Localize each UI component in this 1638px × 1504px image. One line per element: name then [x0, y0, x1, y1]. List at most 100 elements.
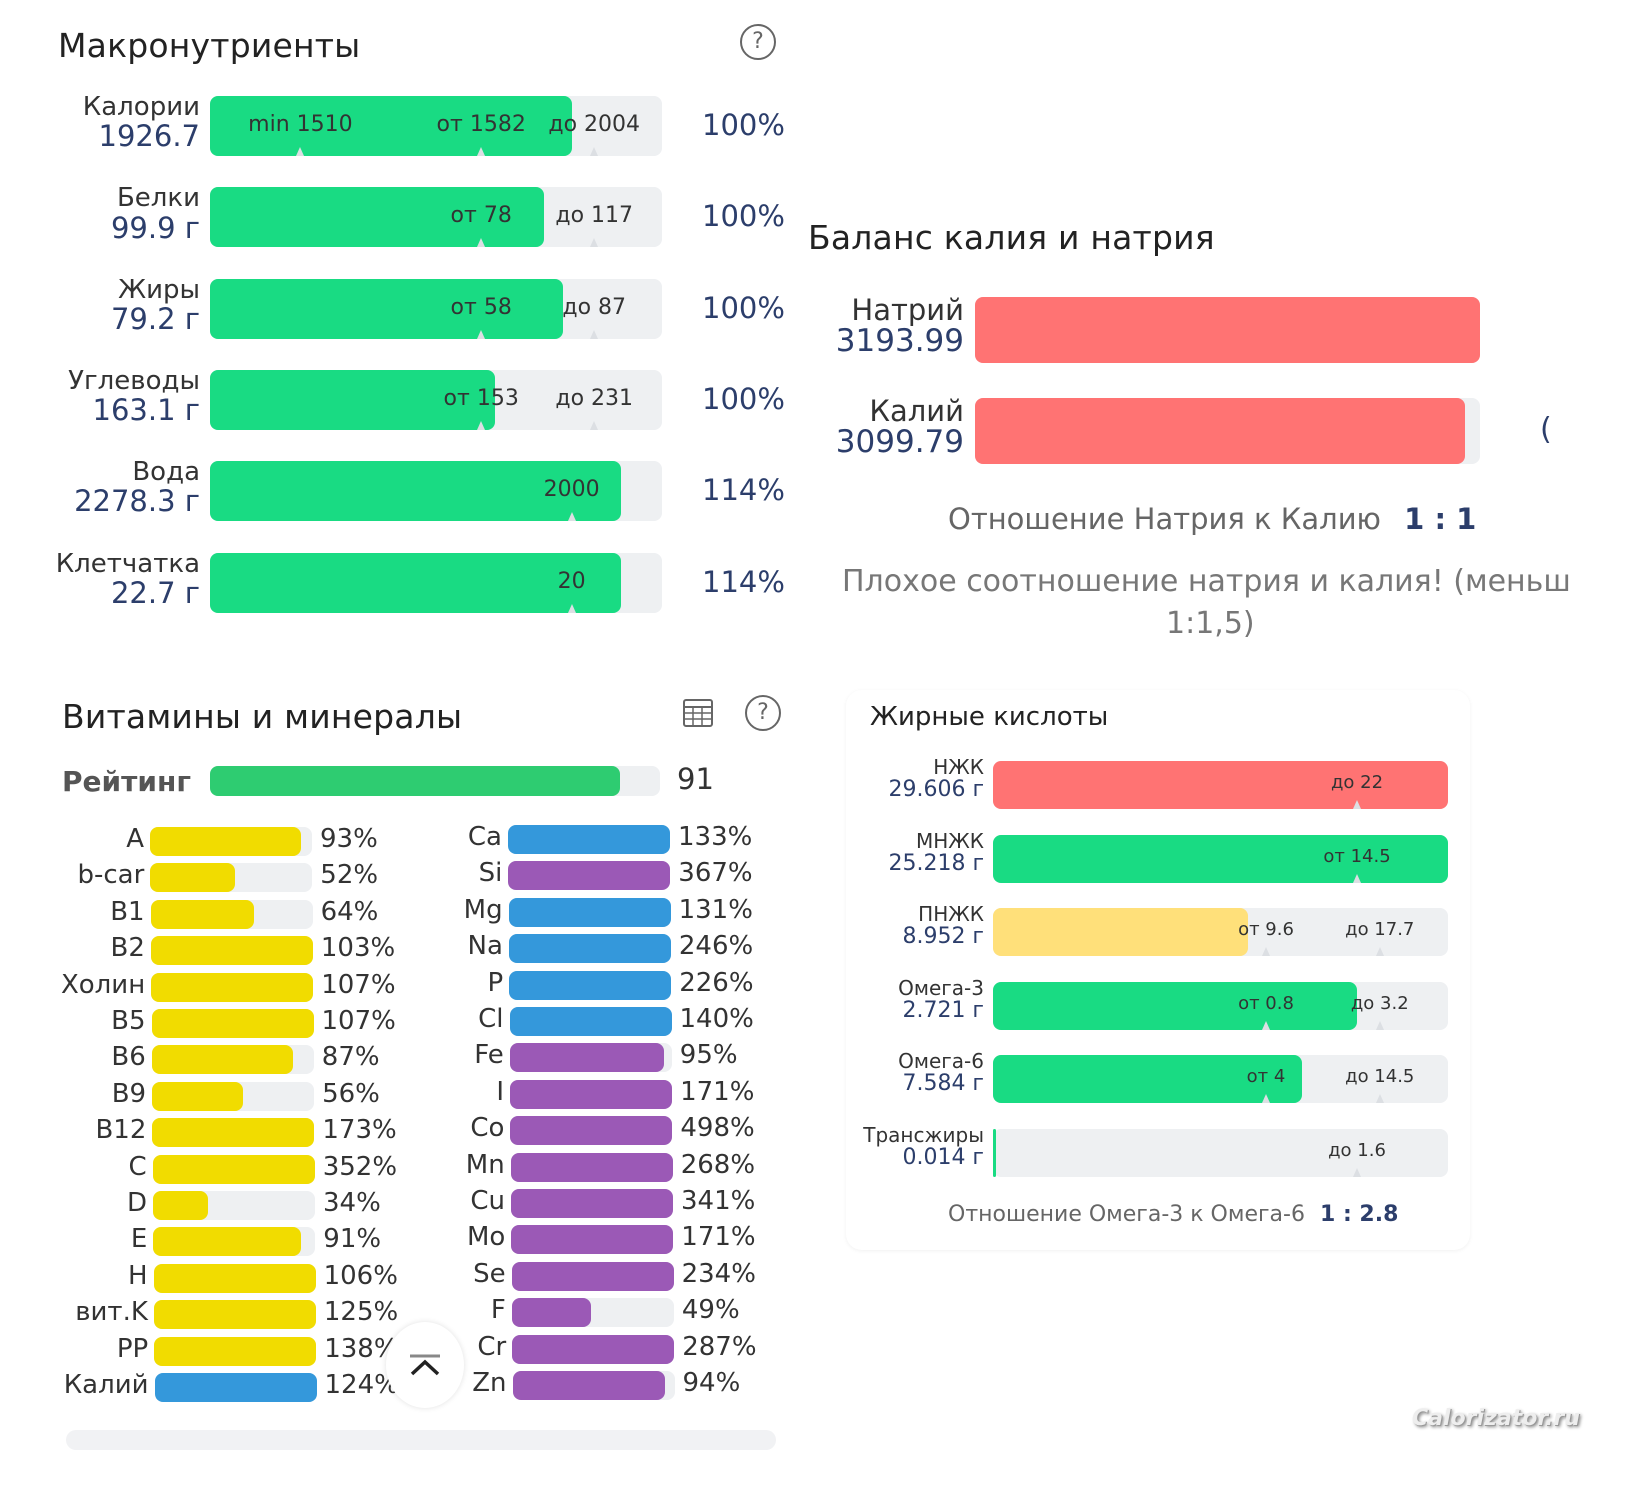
- vm-name: F: [490, 1295, 506, 1326]
- balance-bar-fill: [975, 398, 1465, 464]
- macro-marker-label: от 1582: [436, 112, 526, 137]
- macro-marker-tick: [590, 329, 599, 339]
- vm-name: B9: [111, 1078, 147, 1109]
- vm-percent: 173%: [322, 1115, 397, 1146]
- vm-name: вит.K: [75, 1297, 148, 1328]
- vm-bar-track: [151, 1045, 314, 1075]
- vm-name: Ca: [467, 822, 502, 852]
- fatty-acid-marker-tick: [1353, 1167, 1361, 1177]
- macro-label: Жиры 79.2 г: [40, 276, 200, 335]
- fatty-acid-name: Омега-6: [898, 1049, 984, 1073]
- balance-bar-track: [975, 297, 1480, 363]
- macro-bar-fill: [210, 461, 622, 522]
- macro-bar-fill: [210, 278, 563, 339]
- vm-bar-track: [150, 827, 312, 856]
- fatty-acid-marker-label: до 22: [1330, 772, 1384, 793]
- vm-percent: 107%: [321, 969, 396, 1000]
- vm-percent: 341%: [681, 1186, 756, 1216]
- balance-name: Натрий: [851, 293, 964, 327]
- fatty-acid-label: Омега-3 2.721 г: [850, 977, 984, 1022]
- vm-bar-fill: [150, 827, 301, 856]
- macro-marker-label: от 78: [450, 203, 512, 229]
- scroll-to-top-button[interactable]: [386, 1322, 464, 1408]
- macro-bar-fill: [210, 552, 622, 613]
- fatty-acid-bar-track: от 0.8 до 3.2: [993, 981, 1448, 1030]
- fatty-acid-name: ПНЖК: [918, 902, 984, 926]
- fatty-acid-marker-label: от 14.5: [1323, 845, 1391, 867]
- macro-bar-fill: [210, 187, 545, 248]
- vm-bar-fill: [509, 1007, 672, 1036]
- vm-percent: 125%: [323, 1297, 399, 1328]
- vm-name: Se: [473, 1258, 506, 1289]
- balance-bar-track: [975, 398, 1480, 464]
- fatty-acid-bar-fill: [993, 1128, 996, 1177]
- fatty-acid-label: Трансжиры 0.014 г: [850, 1122, 984, 1169]
- vm-bar-fill: [150, 936, 313, 966]
- fatty-acid-name: НЖК: [933, 755, 984, 779]
- vm-bar-track: [154, 1336, 317, 1366]
- fatty-acid-label: ПНЖК 8.952 г: [850, 902, 984, 949]
- vm-bar-track: [512, 1334, 675, 1364]
- macro-label: Калории 1926.7: [40, 93, 200, 152]
- vm-bar-fill: [511, 1298, 592, 1328]
- balance-value: 3099.79: [835, 424, 964, 461]
- macro-label: Белки 99.9 г: [40, 184, 200, 243]
- macro-marker-label: до 2004: [548, 112, 641, 137]
- balance-warning-line1: Плохое соотношение натрия и калия! (мень…: [842, 564, 1571, 599]
- macro-name: Углеводы: [68, 365, 200, 396]
- vm-name: H: [128, 1260, 148, 1291]
- fatty-acid-value: 8.952 г: [902, 924, 984, 949]
- balance-ratio-value: 1 : 1: [1404, 502, 1477, 536]
- vm-bar-fill: [511, 1189, 673, 1218]
- vm-percent: 133%: [678, 822, 753, 852]
- vm-bar-track: [153, 1191, 315, 1220]
- vm-percent: 352%: [322, 1151, 398, 1182]
- fatty-acid-name: Трансжиры: [863, 1122, 984, 1147]
- vm-bar-track: [508, 861, 671, 891]
- fatty-acid-marker-label: от 4: [1246, 1066, 1286, 1087]
- vm-percent: 498%: [680, 1113, 755, 1144]
- vm-bar-fill: [511, 1261, 674, 1291]
- fatty-acid-label: НЖК 29.606 г: [850, 755, 984, 802]
- vitamins-help-button[interactable]: ?: [745, 695, 781, 731]
- macro-percent: 114%: [702, 564, 785, 599]
- vm-bar-track: [151, 1009, 314, 1038]
- macro-bar-track: от 58 до 87: [210, 278, 662, 339]
- vm-name: PP: [116, 1333, 149, 1364]
- macro-marker-tick: [567, 512, 576, 522]
- table-view-button[interactable]: [682, 697, 713, 727]
- macro-marker-label: 2000: [543, 477, 600, 503]
- vm-bar-track: [152, 1081, 315, 1111]
- vm-bar-fill: [510, 1152, 673, 1182]
- macros-help-button[interactable]: ?: [740, 24, 776, 60]
- vm-percent: 34%: [323, 1188, 381, 1218]
- fatty-acid-marker-tick: [1262, 947, 1270, 956]
- vm-bar-fill: [153, 1227, 301, 1257]
- vm-percent: 171%: [680, 1076, 755, 1107]
- macro-marker-tick: [477, 238, 486, 248]
- vm-bar-fill: [508, 861, 671, 891]
- macro-value: 22.7 г: [110, 575, 200, 610]
- vm-bar-track: [152, 1118, 315, 1148]
- macro-percent: 100%: [702, 381, 785, 416]
- vm-percent: 234%: [681, 1258, 756, 1289]
- macro-marker-label: до 87: [562, 294, 627, 320]
- vm-name: B1: [110, 896, 145, 927]
- vm-percent: 171%: [681, 1222, 756, 1253]
- fatty-acid-label: Омега-6 7.584 г: [850, 1049, 984, 1096]
- vm-bar-track: [509, 1007, 672, 1036]
- vm-name: Si: [478, 858, 503, 889]
- macro-percent: 100%: [702, 108, 785, 142]
- fatty-acid-marker-tick: [1262, 1020, 1270, 1030]
- vm-name: P: [487, 967, 504, 998]
- vm-bar-track: [509, 1043, 672, 1073]
- vm-bar-fill: [154, 1373, 317, 1402]
- vm-percent: 94%: [682, 1368, 741, 1398]
- table-icon: [683, 699, 713, 727]
- fatty-acid-value: 7.584 г: [902, 1071, 984, 1096]
- vm-name: Холин: [60, 969, 146, 1000]
- fatty-acid-label: МНЖК 25.218 г: [850, 830, 984, 875]
- vm-bar-fill: [151, 972, 314, 1002]
- vm-bar-fill: [153, 1263, 316, 1293]
- fatty-acid-bar-track: от 9.6 до 17.7: [993, 908, 1448, 956]
